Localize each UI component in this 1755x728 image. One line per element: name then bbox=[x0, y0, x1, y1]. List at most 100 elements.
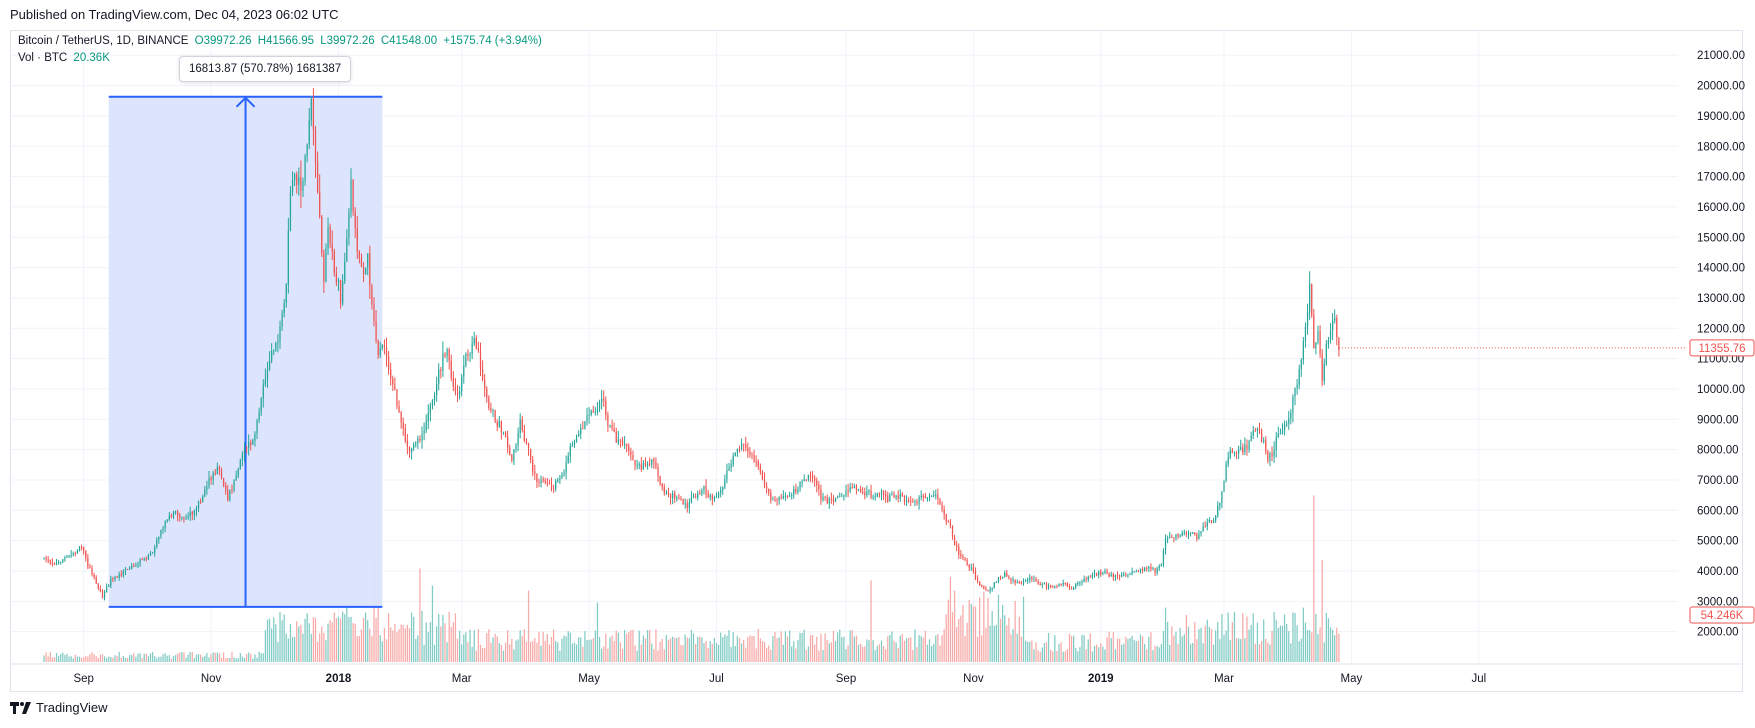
candle-body bbox=[236, 476, 237, 480]
candle-body bbox=[829, 499, 830, 504]
volume-bar bbox=[977, 637, 978, 662]
candle-body bbox=[1267, 451, 1268, 461]
candle-body bbox=[64, 558, 65, 560]
candle-body bbox=[187, 516, 188, 518]
volume-bar bbox=[309, 623, 310, 662]
candle-body bbox=[501, 421, 502, 432]
volume-bar bbox=[1042, 647, 1043, 662]
candle-body bbox=[944, 509, 945, 515]
candle-body bbox=[992, 588, 993, 590]
candle-body bbox=[1058, 584, 1059, 587]
volume-bar bbox=[1017, 634, 1018, 662]
volume-bar bbox=[494, 634, 495, 662]
candle-body bbox=[488, 398, 489, 408]
candle-body bbox=[359, 251, 360, 258]
volume-bar bbox=[770, 650, 771, 662]
volume-bar bbox=[1246, 616, 1247, 662]
candle-body bbox=[413, 445, 414, 449]
volume-bar bbox=[85, 656, 86, 662]
candle-body bbox=[110, 579, 111, 586]
volume-bar bbox=[281, 620, 282, 662]
volume-bar bbox=[854, 637, 855, 662]
last-price-label: 11355.76 bbox=[1698, 343, 1745, 355]
volume-bar bbox=[1194, 622, 1195, 662]
candle-body bbox=[576, 436, 577, 441]
volume-bar bbox=[1100, 643, 1101, 662]
candle-body bbox=[854, 486, 855, 488]
volume-bar bbox=[870, 580, 871, 662]
candle-body bbox=[148, 555, 149, 558]
candle-body bbox=[250, 442, 251, 444]
candle-body bbox=[1230, 450, 1231, 457]
volume-bar bbox=[1278, 628, 1279, 662]
volume-bar bbox=[438, 614, 439, 662]
measure-range[interactable] bbox=[109, 97, 383, 607]
volume-bar bbox=[956, 627, 957, 662]
price-chart[interactable]: 2000.003000.004000.005000.006000.007000.… bbox=[0, 0, 1755, 728]
candle-body bbox=[588, 415, 589, 416]
time-tick-label: May bbox=[1341, 673, 1363, 685]
volume-bar bbox=[369, 629, 370, 662]
candle-body bbox=[1100, 572, 1101, 575]
candle-body bbox=[1159, 566, 1160, 568]
candle-body bbox=[1184, 533, 1185, 534]
volume-bar bbox=[981, 636, 982, 662]
volume-bar bbox=[517, 639, 518, 662]
volume-bar bbox=[1322, 560, 1323, 662]
volume-bar bbox=[348, 617, 349, 662]
volume-bar bbox=[1157, 646, 1158, 662]
volume-bar bbox=[415, 639, 416, 662]
volume-bar bbox=[927, 645, 928, 662]
candle-body bbox=[1094, 573, 1095, 575]
volume-bar bbox=[862, 647, 863, 662]
volume-bar bbox=[616, 631, 617, 662]
volume-bar bbox=[142, 658, 143, 662]
volume-bar bbox=[499, 643, 500, 662]
volume-bar bbox=[298, 627, 299, 662]
candle-body bbox=[403, 423, 404, 429]
time-axis[interactable]: Sep Nov 2018 Mar May Jul Sep Nov 2019 Mar May Jul bbox=[11, 664, 1742, 685]
volume-bar bbox=[507, 630, 508, 662]
candle-body bbox=[933, 495, 934, 496]
candle-body bbox=[1092, 575, 1093, 577]
candle-body bbox=[1021, 583, 1022, 584]
volume-bar bbox=[1058, 644, 1059, 662]
time-tick-label: Mar bbox=[1214, 673, 1234, 685]
volume-bar bbox=[1008, 618, 1009, 662]
volume-bar bbox=[269, 618, 270, 662]
candle-body bbox=[279, 326, 280, 342]
volume-bar bbox=[898, 648, 899, 662]
volume-bar bbox=[1054, 635, 1055, 662]
candle-body bbox=[1050, 586, 1051, 587]
volume-bar bbox=[591, 640, 592, 662]
volume-bar bbox=[171, 659, 172, 662]
volume-bar bbox=[948, 600, 949, 662]
tradingview-logo[interactable]: TradingView bbox=[10, 700, 108, 715]
volume-bar bbox=[365, 613, 366, 662]
candle-body bbox=[321, 217, 322, 253]
volume-bar bbox=[45, 652, 46, 662]
volume-bar bbox=[323, 633, 324, 662]
volume-bar bbox=[960, 616, 961, 662]
volume-bar bbox=[785, 631, 786, 662]
symbol-legend[interactable]: Bitcoin / TetherUS, 1D, BINANCE O39972.2… bbox=[18, 35, 545, 47]
volume-bar bbox=[532, 641, 533, 662]
candle-body bbox=[463, 366, 464, 377]
candle-body bbox=[156, 540, 157, 547]
candle-body bbox=[532, 460, 533, 471]
candle-body bbox=[1008, 577, 1009, 578]
volume-bar bbox=[511, 639, 512, 662]
candle-body bbox=[785, 496, 786, 497]
candle-body bbox=[781, 498, 782, 499]
volume-bar bbox=[1144, 644, 1145, 662]
volume-bar bbox=[1292, 612, 1293, 662]
volume-bar bbox=[434, 645, 435, 662]
candle-body bbox=[852, 487, 853, 488]
volume-legend[interactable]: Vol · BTC 20.36K bbox=[18, 52, 113, 64]
volume-bar bbox=[463, 634, 464, 662]
candle-body bbox=[1215, 515, 1216, 520]
volume-bar bbox=[622, 649, 623, 662]
volume-bar bbox=[1257, 623, 1258, 662]
volume-bar bbox=[735, 646, 736, 662]
volume-bar bbox=[722, 637, 723, 662]
